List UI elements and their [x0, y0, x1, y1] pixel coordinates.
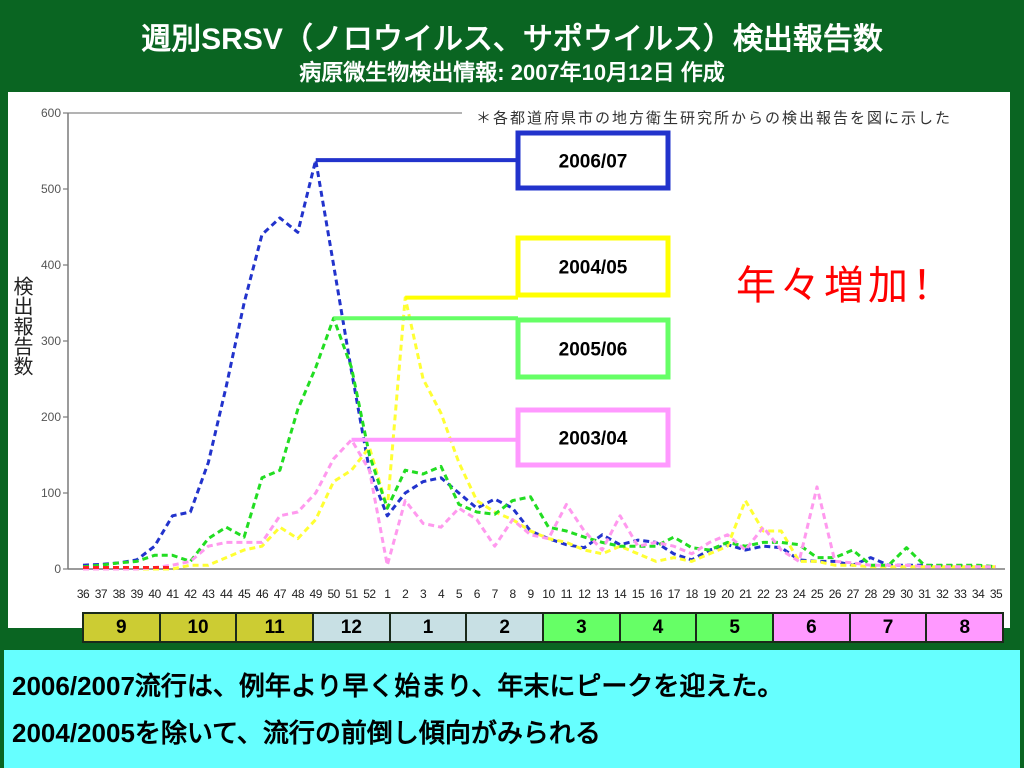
month-cell-6: 6 [774, 614, 851, 641]
x-tick-label: 35 [990, 587, 1003, 601]
x-tick-label: 12 [578, 587, 591, 601]
x-tick-label: 28 [865, 587, 878, 601]
x-tick-label: 5 [456, 587, 463, 601]
callout-box-2004-05 [515, 235, 671, 298]
x-tick-label: 1 [384, 587, 391, 601]
month-cell-2: 2 [467, 614, 545, 641]
y-tick-label: 200 [41, 410, 61, 424]
month-cell-9: 9 [84, 614, 161, 641]
x-tick-label: 2 [402, 587, 409, 601]
x-tick-label: 17 [668, 587, 681, 601]
x-tick-label: 13 [596, 587, 609, 601]
x-tick-label: 10 [542, 587, 555, 601]
x-tick-label: 39 [131, 587, 144, 601]
x-tick-label: 44 [220, 587, 233, 601]
x-tick-label: 24 [793, 587, 806, 601]
x-tick-label: 37 [95, 587, 108, 601]
month-cell-12: 12 [314, 614, 391, 641]
x-tick-label: 20 [721, 587, 734, 601]
x-tick-label: 40 [148, 587, 161, 601]
month-cell-10: 10 [160, 614, 238, 641]
x-tick-label: 22 [757, 587, 770, 601]
x-tick-label: 36 [77, 587, 90, 601]
title-band: 週別SRSV（ノロウイルス、サポウイルス）検出報告数 病原微生物検出情報: 20… [0, 0, 1024, 92]
y-tick-label: 0 [54, 562, 61, 576]
x-tick-label: 42 [184, 587, 197, 601]
x-tick-label: 23 [775, 587, 788, 601]
x-tick-label: 52 [363, 587, 376, 601]
trend-annotation: 年々増加！ [736, 264, 956, 308]
summary-line-1: 2006/2007流行は、例年より早く始まり、年末にピークを迎えた。 [12, 671, 784, 701]
callout-label-2005-06: 2005/06 [559, 340, 628, 361]
series-line-2006-07 [82, 158, 996, 569]
series-line-2004-05 [83, 296, 996, 571]
x-tick-label: 8 [510, 587, 517, 601]
x-tick-label: 47 [274, 587, 287, 601]
x-tick-label: 19 [703, 587, 716, 601]
x-tick-label: 11 [561, 587, 573, 601]
x-tick-label: 41 [166, 587, 179, 601]
x-tick-label: 33 [954, 587, 967, 601]
month-cell-11: 11 [237, 614, 315, 641]
x-tick-label: 6 [474, 587, 481, 601]
x-tick-label: 30 [900, 587, 913, 601]
x-tick-label: 29 [882, 587, 895, 601]
month-cell-7: 7 [850, 614, 928, 641]
month-cell-1: 1 [390, 614, 468, 641]
month-cell-5: 5 [697, 614, 775, 641]
x-tick-label: 48 [292, 587, 305, 601]
x-tick-label: 7 [492, 587, 499, 601]
x-tick-label: 26 [829, 587, 842, 601]
month-cell-8: 8 [927, 614, 1003, 641]
y-tick-label: 400 [41, 258, 61, 272]
x-tick-label: 49 [310, 587, 323, 601]
callout-box-2003-04 [515, 407, 671, 468]
x-tick-label: 45 [238, 587, 251, 601]
slide-subtitle: 病原微生物検出情報: 2007年10月12日 作成 [299, 60, 725, 85]
x-tick-label: 3 [420, 587, 427, 601]
x-tick-label: 38 [113, 587, 126, 601]
x-tick-label: 51 [345, 587, 358, 601]
month-cell-4: 4 [620, 614, 698, 641]
callout-label-2006-07: 2006/07 [559, 152, 628, 173]
callout-label-2004-05: 2004/05 [559, 258, 628, 279]
summary-box: 2006/2007流行は、例年より早く始まり、年末にピークを迎えた。 2004/… [4, 650, 1020, 768]
x-tick-label: 27 [847, 587, 860, 601]
x-tick-label: 4 [438, 587, 445, 601]
month-cell-3: 3 [544, 614, 621, 641]
x-tick-label: 43 [202, 587, 215, 601]
x-tick-label: 18 [685, 587, 698, 601]
x-tick-label: 34 [972, 587, 985, 601]
x-tick-label: 46 [256, 587, 269, 601]
series-line-2005-06 [82, 316, 997, 569]
callout-box-2005-06 [515, 317, 671, 380]
y-tick-label: 500 [41, 182, 61, 196]
slide-title: 週別SRSV（ノロウイルス、サポウイルス）検出報告数 [141, 23, 883, 56]
summary-line-2: 2004/2005を除いて、流行の前倒し傾向がみられる [12, 718, 601, 748]
y-tick-label: 600 [41, 106, 61, 120]
x-tick-label: 21 [739, 587, 752, 601]
x-tick-label: 25 [811, 587, 824, 601]
x-tick-label: 15 [632, 587, 645, 601]
callout-label-2003-04: 2003/04 [559, 429, 628, 450]
callout-box-2006-07 [515, 130, 671, 191]
y-axis-title: 検出報告数 [10, 276, 32, 376]
y-tick-label: 300 [41, 334, 61, 348]
x-tick-label: 9 [527, 587, 534, 601]
x-tick-label: 31 [918, 587, 931, 601]
x-tick-label: 32 [936, 587, 949, 601]
x-tick-label: 50 [327, 587, 340, 601]
y-tick-label: 100 [41, 486, 61, 500]
chart-note: ＊各都道府県市の地方衛生研究所からの検出報告を図に示した [476, 110, 953, 127]
x-tick-label: 16 [650, 587, 663, 601]
chart-panel [8, 92, 1010, 628]
x-tick-label: 14 [614, 587, 627, 601]
month-bar: 9 10 11 12 1 2 3 4 5 6 7 8 [82, 612, 1004, 643]
